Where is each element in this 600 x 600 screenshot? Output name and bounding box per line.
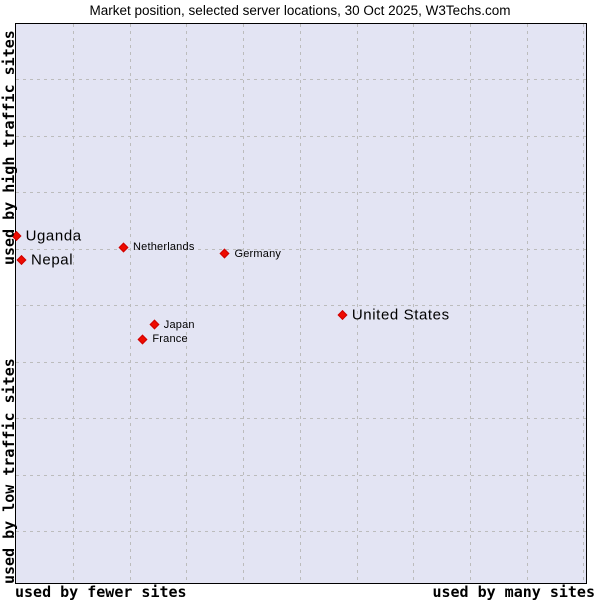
- plot-area: Uganda Nepal Netherlands Germany Japan France…: [11, 23, 587, 584]
- gridline-vertical: [299, 24, 301, 583]
- data-point-nepal: Nepal: [16, 251, 74, 269]
- point-marker-diamond-icon: [137, 334, 148, 345]
- x-axis-label-many-sites: used by many sites: [432, 583, 595, 600]
- gridline-vertical: [469, 24, 471, 583]
- gridline-vertical: [73, 24, 74, 583]
- gridline-horizontal: [16, 248, 586, 250]
- x-axis-labels: used by fewer sites used by many sites: [15, 585, 595, 600]
- chart-title: Market position, selected server locatio…: [89, 3, 511, 18]
- point-marker-diamond-icon: [16, 254, 27, 265]
- data-point-uganda: Uganda: [11, 227, 82, 245]
- point-label: United States: [351, 306, 450, 324]
- gridline-horizontal: [16, 192, 586, 193]
- point-label: Germany: [234, 247, 282, 260]
- gridline-horizontal: [16, 135, 586, 137]
- point-label: Nepal: [30, 251, 74, 269]
- point-label: France: [152, 333, 188, 346]
- point-marker-diamond-icon: [220, 248, 230, 259]
- gridline-horizontal: [16, 474, 586, 476]
- y-axis-label-high-traffic: used by high traffic sites: [0, 30, 18, 265]
- gridline-horizontal: [16, 79, 586, 80]
- gridline-horizontal: [16, 531, 586, 532]
- gridline-vertical: [413, 24, 415, 583]
- y-axis-label-low-traffic: used by low traffic sites: [0, 358, 18, 584]
- point-marker-diamond-icon: [149, 319, 160, 330]
- data-point-france: France: [137, 333, 188, 346]
- gridline-vertical: [526, 24, 528, 583]
- data-point-united-states: United States: [337, 306, 450, 324]
- gridline-vertical: [186, 24, 188, 583]
- data-point-japan: Japan: [149, 318, 195, 331]
- gridline-horizontal: [16, 418, 586, 419]
- point-label: Japan: [163, 318, 195, 331]
- point-label: Netherlands: [133, 241, 195, 254]
- data-point-germany: Germany: [220, 247, 282, 260]
- x-axis-label-fewer-sites: used by fewer sites: [15, 583, 187, 600]
- gridline-vertical: [356, 24, 358, 583]
- gridline-vertical: [243, 24, 245, 583]
- point-label: Uganda: [25, 227, 82, 245]
- data-point-netherlands: Netherlands: [118, 241, 195, 254]
- gridline-horizontal: [16, 305, 586, 306]
- gridline-vertical: [129, 24, 131, 583]
- gridline-horizontal: [16, 361, 586, 363]
- point-marker-diamond-icon: [337, 309, 348, 320]
- point-marker-diamond-icon: [118, 242, 129, 252]
- gridline-vertical: [583, 24, 585, 583]
